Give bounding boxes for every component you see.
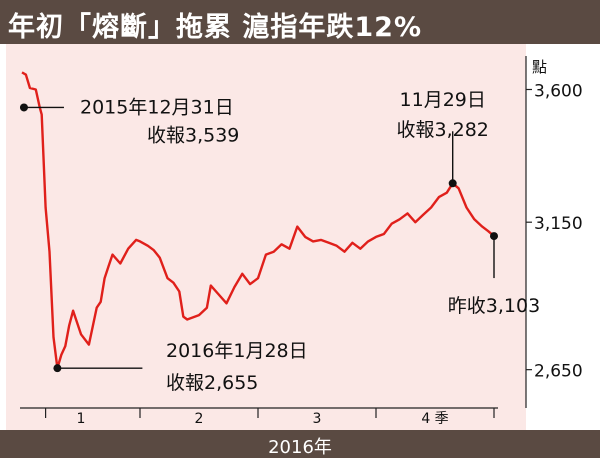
y-tick-label: 3,150 xyxy=(534,214,583,234)
annotation-label: 11月29日 xyxy=(400,89,486,111)
chart-title: 年初「熔斷」拖累 滬指年跌12% xyxy=(8,12,423,43)
annotation-value: 收報3,539 xyxy=(147,124,239,146)
y-tick-label: 3,600 xyxy=(534,81,583,101)
annotation-label: 2016年1月28日 xyxy=(166,340,308,362)
annotation-dot xyxy=(448,179,457,188)
x-axis-year-label: 2016年 xyxy=(268,437,332,458)
annotation-dot xyxy=(53,364,62,373)
footer-bar: 2016年 xyxy=(0,430,600,458)
x-quarter-label: 4 季 xyxy=(421,411,448,427)
annotation-dot xyxy=(19,103,28,112)
title-bar: 年初「熔斷」拖累 滬指年跌12% xyxy=(0,0,600,44)
y-tick-label: 2,650 xyxy=(534,362,583,382)
x-quarter-label: 2 xyxy=(195,411,204,427)
x-quarter-label: 1 xyxy=(77,411,86,427)
annotation-label: 昨收3,103 xyxy=(448,295,540,317)
annotation-dot xyxy=(490,232,498,241)
annotation-value: 收報2,655 xyxy=(166,372,258,394)
plot-area xyxy=(6,44,526,430)
annotation-value: 收報3,282 xyxy=(396,119,488,141)
annotation-label: 2015年12月31日 xyxy=(80,96,234,118)
y-axis-unit: 點 xyxy=(532,58,547,76)
index-line xyxy=(21,71,495,370)
x-quarter-label: 3 xyxy=(313,411,322,427)
